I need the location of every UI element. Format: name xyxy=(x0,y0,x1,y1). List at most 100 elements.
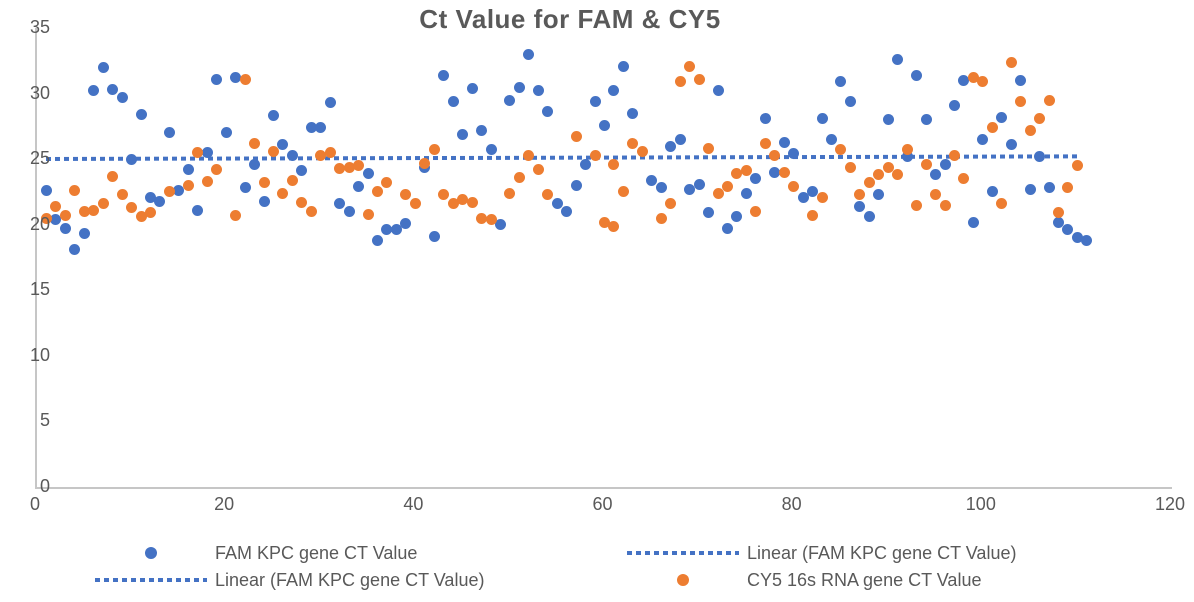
legend-label: Linear (FAM KPC gene CT Value) xyxy=(747,542,1017,563)
scatter-point-cy5 xyxy=(249,137,261,149)
scatter-point-fam xyxy=(882,114,894,126)
y-tick-label: 10 xyxy=(29,344,50,365)
chart-title: Ct Value for FAM & CY5 xyxy=(419,4,721,34)
scatter-point-fam xyxy=(703,207,715,219)
scatter-point-fam xyxy=(788,148,800,160)
scatter-point-cy5 xyxy=(182,179,194,191)
scatter-point-fam xyxy=(674,133,686,145)
scatter-point-cy5 xyxy=(50,200,62,212)
scatter-point-fam xyxy=(296,165,308,177)
scatter-point-fam xyxy=(220,127,232,139)
scatter-point-cy5 xyxy=(201,175,213,187)
scatter-point-cy5 xyxy=(740,165,752,177)
scatter-point-fam xyxy=(334,198,346,210)
scatter-point-cy5 xyxy=(343,161,355,173)
scatter-point-cy5 xyxy=(163,186,175,198)
scatter-point-cy5 xyxy=(674,76,686,88)
scatter-point-cy5 xyxy=(873,169,885,181)
scatter-point-cy5 xyxy=(892,169,904,181)
scatter-point-fam xyxy=(1024,183,1036,195)
scatter-point-cy5 xyxy=(126,202,138,214)
scatter-point-fam xyxy=(476,124,488,136)
scatter-point-fam xyxy=(513,81,525,93)
scatter-point-cy5 xyxy=(1024,124,1036,136)
legend-dot-marker-icon xyxy=(95,547,207,559)
scatter-point-fam xyxy=(305,122,317,134)
legend-label: Linear (FAM KPC gene CT Value) xyxy=(215,569,485,590)
scatter-point-cy5 xyxy=(589,149,601,161)
legend-item: FAM KPC gene CT Value xyxy=(95,541,627,565)
scatter-point-cy5 xyxy=(107,170,119,182)
scatter-point-fam xyxy=(1015,74,1027,86)
scatter-point-fam xyxy=(570,179,582,191)
scatter-point-fam xyxy=(750,173,762,185)
scatter-point-cy5 xyxy=(88,204,100,216)
scatter-point-fam xyxy=(1043,182,1055,194)
scatter-point-fam xyxy=(835,76,847,88)
scatter-point-fam xyxy=(258,195,270,207)
scatter-point-cy5 xyxy=(731,168,743,180)
scatter-point-fam xyxy=(163,127,175,139)
scatter-point-cy5 xyxy=(97,198,109,210)
scatter-point-cy5 xyxy=(135,211,147,223)
scatter-point-cy5 xyxy=(513,172,525,183)
scatter-point-fam xyxy=(617,60,629,72)
scatter-point-fam xyxy=(873,189,885,201)
scatter-point-cy5 xyxy=(986,122,998,134)
scatter-point-cy5 xyxy=(636,145,648,157)
scatter-point-cy5 xyxy=(712,187,724,199)
scatter-point-fam xyxy=(854,200,866,212)
scatter-point-cy5 xyxy=(721,181,733,193)
scatter-point-fam xyxy=(466,82,478,94)
scatter-point-fam xyxy=(1071,232,1083,244)
scatter-point-fam xyxy=(1005,139,1017,151)
scatter-point-fam xyxy=(485,144,497,156)
scatter-point-fam xyxy=(343,206,355,218)
legend-label: FAM KPC gene CT Value xyxy=(215,542,418,563)
scatter-point-fam xyxy=(939,158,951,170)
y-tick-label: 25 xyxy=(29,148,50,169)
scatter-point-cy5 xyxy=(655,212,667,224)
scatter-point-fam xyxy=(712,85,724,97)
y-tick-label: 20 xyxy=(29,213,50,234)
scatter-point-fam xyxy=(646,174,658,186)
scatter-point-cy5 xyxy=(1071,160,1083,172)
scatter-point-fam xyxy=(1053,216,1064,228)
scatter-point-cy5 xyxy=(305,206,317,218)
scatter-point-fam xyxy=(249,158,261,170)
scatter-point-cy5 xyxy=(504,187,516,199)
legend-dash-marker-icon xyxy=(627,551,739,555)
scatter-point-fam xyxy=(390,224,402,236)
scatter-point-cy5 xyxy=(703,143,715,155)
scatter-point-fam xyxy=(911,69,923,81)
scatter-point-cy5 xyxy=(542,189,554,201)
scatter-point-fam xyxy=(59,223,71,235)
scatter-point-cy5 xyxy=(457,194,469,206)
scatter-point-fam xyxy=(504,94,516,106)
scatter-point-cy5 xyxy=(381,177,393,189)
scatter-point-fam xyxy=(50,213,62,225)
scatter-point-cy5 xyxy=(769,149,781,161)
scatter-point-fam xyxy=(731,211,743,223)
scatter-point-fam xyxy=(381,224,393,236)
scatter-point-fam xyxy=(627,107,639,119)
scatter-point-cy5 xyxy=(996,198,1008,210)
scatter-point-fam xyxy=(78,228,90,240)
scatter-point-fam xyxy=(769,166,781,178)
scatter-point-fam xyxy=(1062,224,1074,236)
scatter-point-fam xyxy=(400,217,412,229)
scatter-point-cy5 xyxy=(1005,56,1017,68)
y-tick-label: 0 xyxy=(39,476,50,496)
scatter-point-fam xyxy=(599,119,610,131)
scatter-point-fam xyxy=(116,92,128,103)
scatter-point-fam xyxy=(286,149,298,161)
scatter-point-fam xyxy=(372,234,383,246)
scatter-point-fam xyxy=(958,74,970,86)
scatter-point-fam xyxy=(561,206,573,218)
scatter-point-cy5 xyxy=(1053,207,1064,219)
legend-item: Linear (FAM KPC gene CT Value) xyxy=(627,541,1127,565)
scatter-point-cy5 xyxy=(40,212,52,224)
x-tick-label: 0 xyxy=(29,494,40,514)
legend-item: CY5 16s RNA gene CT Value xyxy=(627,568,1127,592)
x-tick-label: 100 xyxy=(965,494,996,514)
